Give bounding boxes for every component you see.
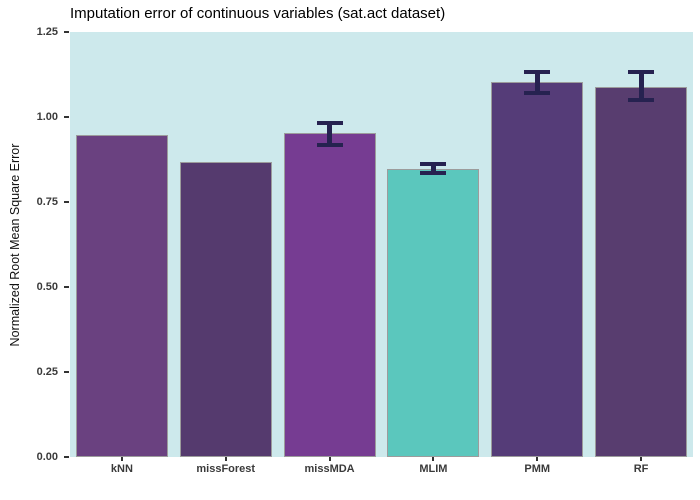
bar-MLIM xyxy=(387,169,480,457)
bar-RF xyxy=(595,87,688,457)
x-tick-label-kNN: kNN xyxy=(110,463,133,475)
x-tick-mark xyxy=(640,457,643,461)
error-bar-cap xyxy=(524,90,551,96)
x-tick-mark xyxy=(536,457,539,461)
y-tick-mark xyxy=(64,31,69,33)
y-tick-label: 0.50 xyxy=(36,281,58,293)
bar-missForest xyxy=(179,161,272,457)
error-bar-cap xyxy=(316,142,343,148)
plot-area xyxy=(70,32,693,457)
error-bar-cap xyxy=(316,120,343,126)
chart-title: Imputation error of continuous variables… xyxy=(70,5,446,22)
error-bar-cap xyxy=(628,69,655,75)
error-bar-cap xyxy=(420,161,447,167)
error-bar-stem xyxy=(430,163,436,174)
x-tick-mark xyxy=(224,457,227,461)
y-tick-label: 0.25 xyxy=(36,366,58,378)
y-tick-mark xyxy=(64,286,69,288)
x-tick-label-missForest: missForest xyxy=(196,463,256,475)
y-tick-mark xyxy=(64,371,69,373)
bar-kNN xyxy=(75,135,168,457)
bar-PMM xyxy=(491,82,584,457)
x-tick-label-missMDA: missMDA xyxy=(304,463,355,475)
x-tick-label-RF: RF xyxy=(633,463,649,475)
error-bar-stem xyxy=(534,71,540,93)
x-tick-mark xyxy=(120,457,123,461)
y-axis-title: Normalized Root Mean Square Error xyxy=(8,143,22,347)
y-tick-mark xyxy=(64,116,69,118)
error-bar-cap xyxy=(420,170,447,176)
error-bar-stem xyxy=(638,72,644,100)
error-bar-cap xyxy=(524,69,551,75)
error-bar-cap xyxy=(628,97,655,103)
y-tick-mark xyxy=(64,456,69,458)
x-tick-mark xyxy=(328,457,331,461)
x-tick-mark xyxy=(432,457,435,461)
y-tick-label: 0.00 xyxy=(36,451,58,463)
x-tick-label-MLIM: MLIM xyxy=(419,463,448,475)
y-tick-label: 1.25 xyxy=(36,26,58,38)
error-bar-stem xyxy=(327,122,333,145)
y-tick-label: 0.75 xyxy=(36,196,58,208)
y-tick-mark xyxy=(64,201,69,203)
y-tick-label: 1.00 xyxy=(36,111,58,123)
bar-missMDA xyxy=(283,133,376,457)
x-tick-label-PMM: PMM xyxy=(524,463,551,475)
